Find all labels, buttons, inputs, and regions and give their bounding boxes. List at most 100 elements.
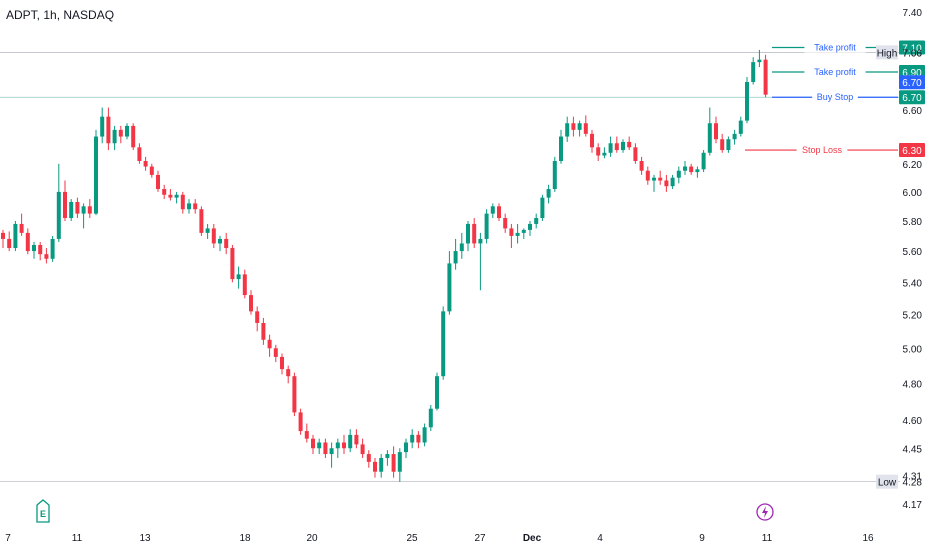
candle (162, 184, 167, 200)
candle (534, 213, 539, 229)
stop-loss-label-bg (796, 144, 848, 156)
candle (695, 166, 700, 178)
candle (732, 129, 737, 145)
candle (131, 123, 136, 151)
candle (63, 180, 67, 221)
candle-body (379, 457, 384, 472)
candle (211, 223, 216, 249)
candle (149, 163, 154, 178)
candle-body (255, 311, 260, 323)
candle-body (738, 120, 743, 134)
candle-body (552, 161, 557, 190)
time-tick-label: 7 (5, 533, 11, 544)
candle-body (1, 232, 5, 239)
candle-body (583, 123, 588, 134)
candle (466, 220, 470, 252)
take-profit-2-label-bg (804, 66, 866, 78)
candle (435, 372, 439, 411)
candle-body (528, 223, 532, 230)
candle (168, 189, 173, 201)
candles (1, 49, 768, 482)
candle-body (757, 59, 762, 63)
price-tick-label: 6.60 (903, 106, 923, 117)
buy-stop-badge-text: 6.70 (902, 93, 922, 104)
candle-body (534, 218, 539, 224)
price-axis: 7.40 7.06 6.60 6.20 6.00 5.80 5.60 5.40 5.20 5.00… (876, 8, 925, 511)
candle-body (577, 123, 582, 130)
candle-body (732, 133, 737, 140)
candle-body (75, 201, 80, 214)
candle (490, 203, 495, 219)
price-tick-label: 5.00 (903, 344, 923, 355)
candle-body (484, 213, 489, 239)
candle-body (249, 295, 253, 312)
candle-body (751, 62, 756, 83)
candle (323, 438, 328, 458)
candle-body (404, 442, 408, 453)
candle (32, 241, 36, 259)
candle-body (602, 152, 607, 156)
candle (236, 266, 241, 289)
candle (7, 231, 12, 252)
candle-body (131, 125, 136, 148)
trade-levels: Take profit Take profit Buy Stop Stop Loss (745, 41, 898, 156)
candle (329, 442, 334, 468)
candle-body (342, 442, 346, 449)
candle (19, 213, 24, 236)
candle (230, 244, 235, 283)
candle-body (509, 228, 514, 236)
candle (404, 438, 408, 458)
candle (335, 438, 340, 458)
candle-body (745, 82, 749, 121)
candle (81, 203, 86, 229)
high-tag-label: High (877, 48, 898, 59)
candle-body (44, 254, 49, 259)
candle (143, 156, 148, 171)
price-tick-label: 4.31 (903, 472, 923, 483)
candle (540, 194, 545, 221)
candle-body (435, 376, 439, 409)
take-profit-1-label-bg (804, 41, 866, 53)
candle (280, 353, 284, 375)
candle-body (565, 123, 570, 137)
candle-body (100, 116, 105, 137)
candle-body (515, 232, 520, 236)
candle-body (422, 427, 427, 443)
candle-body (645, 170, 650, 181)
candle (707, 107, 712, 156)
candle (193, 199, 198, 214)
candle-body (652, 177, 656, 181)
candle (94, 129, 98, 216)
price-tick-label: 4.80 (903, 379, 923, 390)
candle-body (707, 123, 712, 153)
candle (360, 438, 365, 458)
candle (441, 306, 446, 380)
candle (497, 203, 501, 221)
candle-body (701, 152, 706, 170)
candle-body (695, 169, 700, 173)
candle (205, 223, 210, 239)
candle (596, 143, 601, 162)
candle-body (38, 244, 43, 255)
candle (69, 199, 74, 221)
candle-body (472, 223, 477, 244)
candle-body (13, 223, 18, 249)
candle (670, 174, 675, 190)
buy-stop-label: Buy Stop (817, 92, 854, 102)
take-profit-2-label: Take profit (814, 67, 856, 77)
candle (565, 116, 570, 142)
candle-body (416, 434, 421, 443)
candle-body (137, 147, 142, 162)
candle (385, 450, 390, 466)
candle (664, 174, 669, 192)
candle-body (664, 180, 669, 187)
candle (484, 209, 489, 244)
candle-body (366, 454, 371, 462)
high-value: 7.06 (903, 48, 923, 59)
candle (174, 191, 179, 204)
candle-body (676, 170, 681, 178)
time-axis: 7 11 13 18 20 25 27 Dec 4 9 11 16 (5, 533, 874, 544)
candle-body (763, 59, 768, 95)
candle-body (199, 209, 204, 233)
